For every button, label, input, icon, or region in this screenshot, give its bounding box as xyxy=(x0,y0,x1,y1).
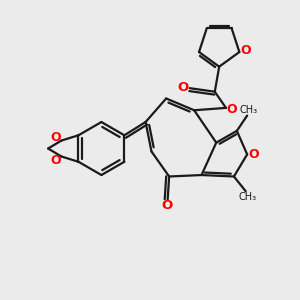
Text: O: O xyxy=(248,148,259,161)
Text: O: O xyxy=(178,81,189,94)
Text: O: O xyxy=(50,154,61,166)
Text: CH₃: CH₃ xyxy=(240,105,258,115)
Text: O: O xyxy=(241,44,251,57)
Text: O: O xyxy=(50,130,61,143)
Text: O: O xyxy=(161,200,173,212)
Text: CH₃: CH₃ xyxy=(238,191,256,202)
Text: O: O xyxy=(226,103,237,116)
